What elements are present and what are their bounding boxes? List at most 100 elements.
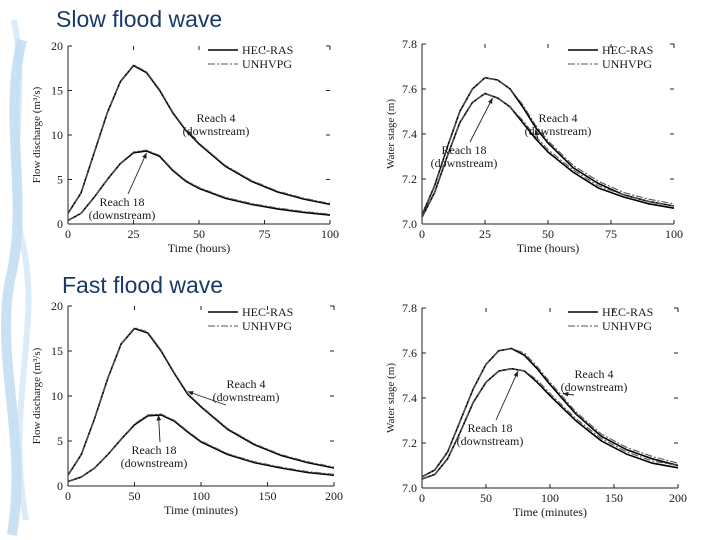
fast-flood-wave-heading: Fast flood wave: [62, 272, 224, 298]
series-line: [67, 414, 335, 483]
series-line: [421, 347, 679, 478]
annotation-label: (downstream): [561, 380, 628, 394]
series-line: [67, 413, 335, 483]
annotation-arrowhead: [187, 391, 194, 396]
y-tick-label: 20: [51, 299, 63, 313]
y-axis-label: Water stage (m): [385, 99, 397, 169]
swirl-stroke: [11, 19, 32, 521]
annotation-label: Reach 4: [197, 111, 236, 125]
annotation-label: Reach 4: [227, 377, 266, 391]
x-tick-label: 75: [259, 227, 271, 241]
annotation-label: (downstream): [213, 390, 280, 404]
annotation-arrowhead: [142, 152, 147, 159]
y-axis-label: Water stage (m): [385, 363, 397, 433]
y-tick-label: 7.2: [402, 436, 417, 450]
x-axis-label: Time (minutes): [164, 503, 238, 517]
fast-discharge-chart: 0 50 100 150 200 0 5 10 15 20 Time (minutes) Flow d…: [31, 299, 343, 517]
annotation-arrow: [495, 370, 519, 421]
x-tick-label: 150: [259, 489, 277, 503]
y-tick-label: 7.6: [402, 346, 417, 360]
annotation-label: Reach 18: [100, 195, 145, 209]
series-line: [67, 327, 335, 476]
y-tick-label: 7.0: [402, 217, 417, 231]
y-tick-label: 7.6: [402, 82, 417, 96]
annotation-label: (downstream): [89, 208, 156, 222]
x-axis-label: Time (minutes): [513, 505, 587, 519]
x-tick-label: 100: [192, 489, 210, 503]
y-tick-label: 7.8: [402, 37, 417, 51]
series-line: [421, 92, 675, 218]
x-tick-label: 0: [419, 491, 425, 505]
annotation-arrow: [187, 391, 227, 406]
annotation-label: Reach 4: [575, 367, 614, 381]
y-tick-label: 0: [57, 217, 63, 231]
series-line: [421, 77, 675, 216]
annotation-arrow: [127, 152, 148, 195]
slow-stage-chart: 0 25 50 75 100 7.0 7.2 7.4 7.6 7.8 Time (hours) Wat…: [385, 37, 683, 255]
x-tick-label: 0: [65, 489, 71, 503]
annotation-arrowhead: [534, 129, 540, 136]
x-tick-label: 75: [605, 227, 617, 241]
annotation-label: Reach 18: [132, 443, 177, 457]
y-tick-label: 7.4: [402, 391, 417, 405]
x-tick-label: 100: [665, 227, 683, 241]
slow-flood-wave-heading: Slow flood wave: [56, 6, 223, 32]
x-tick-label: 200: [669, 491, 687, 505]
y-tick-label: 20: [51, 39, 63, 53]
x-tick-label: 25: [128, 227, 140, 241]
x-tick-label: 50: [542, 227, 554, 241]
legend-label: UNHVPG: [242, 319, 292, 333]
annotation-arrowhead: [185, 130, 192, 136]
x-tick-label: 0: [65, 227, 71, 241]
legend-label: HEC-RAS: [602, 305, 653, 319]
annotation-arrowhead: [488, 98, 493, 104]
annotation-label: (downstream): [183, 124, 250, 138]
legend-label: HEC-RAS: [242, 305, 293, 319]
y-tick-label: 7.2: [402, 172, 417, 186]
annotation-label: (downstream): [457, 434, 524, 448]
series-line: [421, 347, 679, 478]
series-line: [67, 326, 335, 476]
annotation-label: Reach 18: [468, 421, 513, 435]
y-tick-label: 5: [57, 434, 63, 448]
legend-label: UNHVPG: [602, 57, 652, 71]
series-line: [67, 64, 331, 214]
x-tick-label: 100: [321, 227, 339, 241]
annotation-arrowhead: [562, 391, 569, 397]
y-tick-label: 15: [51, 344, 63, 358]
y-tick-label: 7.0: [402, 481, 417, 495]
annotation-arrowhead: [156, 414, 162, 421]
x-tick-label: 25: [479, 227, 491, 241]
legend-label: UNHVPG: [242, 57, 292, 71]
annotation-label: (downstream): [431, 156, 498, 170]
annotation-label: Reach 4: [539, 111, 578, 125]
annotation-arrow: [469, 97, 493, 143]
x-tick-label: 100: [541, 491, 559, 505]
x-tick-label: 0: [419, 227, 425, 241]
series-line: [67, 63, 331, 214]
y-tick-label: 7.4: [402, 127, 417, 141]
annotation-arrowhead: [513, 371, 518, 377]
x-tick-label: 150: [605, 491, 623, 505]
y-tick-label: 5: [57, 173, 63, 187]
y-tick-label: 15: [51, 84, 63, 98]
swirl-stroke: [1, 38, 27, 536]
legend-label: HEC-RAS: [242, 43, 293, 57]
legend-label: HEC-RAS: [602, 43, 653, 57]
x-axis-label: Time (hours): [517, 241, 580, 255]
y-axis-label: Flow discharge (m³/s): [31, 347, 43, 444]
annotation-label: (downstream): [525, 124, 592, 138]
series-line: [67, 150, 331, 222]
y-axis-label: Flow discharge (m³/s): [31, 86, 43, 183]
y-tick-label: 10: [51, 389, 63, 403]
x-tick-label: 50: [129, 489, 141, 503]
series-line: [67, 149, 331, 221]
series-line: [421, 368, 679, 480]
fast-stage-chart: 0 50 100 150 200 7.0 7.2 7.4 7.6 7.8 Time (minutes…: [385, 301, 687, 519]
x-tick-label: 50: [480, 491, 492, 505]
y-tick-label: 0: [57, 479, 63, 493]
annotation-label: Reach 18: [442, 143, 487, 157]
x-tick-label: 200: [325, 489, 343, 503]
x-tick-label: 50: [193, 227, 205, 241]
